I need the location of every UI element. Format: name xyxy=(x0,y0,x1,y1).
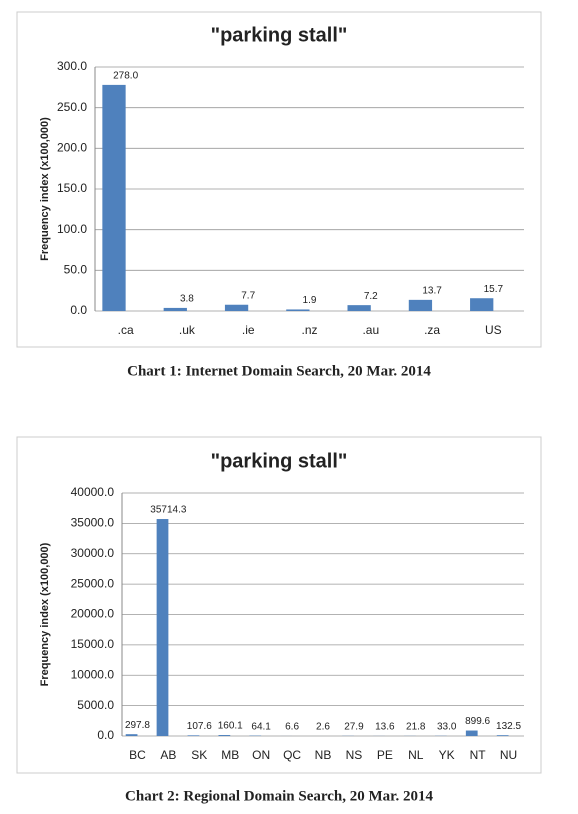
bar xyxy=(164,308,187,311)
y-tick-label: 0.0 xyxy=(70,303,87,317)
value-label: 64.1 xyxy=(251,721,271,732)
y-tick-label: 40000.0 xyxy=(71,485,115,499)
y-tick-label: 300.0 xyxy=(57,59,87,73)
value-label: 13.6 xyxy=(375,722,395,733)
bar xyxy=(102,85,125,311)
value-label: 899.6 xyxy=(465,716,490,727)
value-label: 21.8 xyxy=(406,722,426,733)
x-tick-label: NT xyxy=(470,748,487,762)
x-tick-label: NL xyxy=(408,748,424,762)
value-label: 160.1 xyxy=(218,721,243,732)
value-label: 107.6 xyxy=(187,721,212,732)
y-tick-label: 5000.0 xyxy=(77,698,114,712)
x-tick-label: .uk xyxy=(179,323,196,337)
y-tick-label: 25000.0 xyxy=(71,576,115,590)
x-tick-label: .ca xyxy=(118,323,134,337)
x-tick-label: .nz xyxy=(301,323,317,337)
value-label: 1.9 xyxy=(303,295,317,306)
bar xyxy=(497,735,509,736)
x-tick-label: BC xyxy=(129,748,146,762)
value-label: 132.5 xyxy=(496,721,521,732)
bar xyxy=(470,298,493,311)
bar xyxy=(347,305,370,311)
y-tick-label: 100.0 xyxy=(57,222,87,236)
y-tick-label: 30000.0 xyxy=(71,546,115,560)
y-axis-label: Frequency index (x100,000) xyxy=(39,542,51,686)
bar xyxy=(218,735,230,736)
x-tick-label: .ie xyxy=(242,323,255,337)
value-label: 7.2 xyxy=(364,291,378,302)
x-tick-label: .za xyxy=(424,323,440,337)
x-tick-label: .au xyxy=(362,323,379,337)
y-tick-label: 250.0 xyxy=(57,100,87,114)
x-tick-label: NU xyxy=(500,748,517,762)
y-tick-label: 0.0 xyxy=(97,728,114,742)
y-tick-label: 200.0 xyxy=(57,141,87,155)
caption: Chart 2: Regional Domain Search, 20 Mar.… xyxy=(125,788,433,804)
bar xyxy=(157,519,169,736)
value-label: 15.7 xyxy=(484,284,504,295)
x-tick-label: YK xyxy=(439,748,455,762)
value-label: 3.8 xyxy=(180,294,194,305)
y-tick-label: 50.0 xyxy=(64,263,88,277)
caption: Chart 1: Internet Domain Search, 20 Mar.… xyxy=(127,363,431,379)
bar xyxy=(188,735,200,736)
value-label: 35714.3 xyxy=(150,505,187,516)
value-label: 33.0 xyxy=(437,721,457,732)
x-tick-label: QC xyxy=(283,748,301,762)
x-tick-label: SK xyxy=(191,748,207,762)
bar xyxy=(225,305,248,311)
y-tick-label: 10000.0 xyxy=(71,667,115,681)
value-label: 2.6 xyxy=(316,722,330,733)
y-axis-label: Frequency index (x100,000) xyxy=(39,117,51,261)
y-tick-label: 15000.0 xyxy=(71,637,115,651)
chart-title: "parking stall" xyxy=(211,24,348,46)
x-tick-label: NB xyxy=(315,748,332,762)
bar xyxy=(466,731,478,736)
x-tick-label: AB xyxy=(160,748,176,762)
chart-frame xyxy=(17,12,541,347)
value-label: 7.7 xyxy=(241,290,255,301)
x-tick-label: MB xyxy=(221,748,239,762)
bar xyxy=(409,300,432,311)
x-tick-label: PE xyxy=(377,748,393,762)
chart-title: "parking stall" xyxy=(211,450,348,472)
y-tick-label: 20000.0 xyxy=(71,607,115,621)
value-label: 13.7 xyxy=(422,285,442,296)
value-label: 27.9 xyxy=(344,721,364,732)
y-tick-label: 150.0 xyxy=(57,181,87,195)
x-tick-label: NS xyxy=(346,748,363,762)
x-tick-label: US xyxy=(485,323,502,337)
y-tick-label: 35000.0 xyxy=(71,516,115,530)
value-label: 6.6 xyxy=(285,722,299,733)
value-label: 278.0 xyxy=(113,71,138,82)
value-label: 297.8 xyxy=(125,720,150,731)
bar xyxy=(126,734,138,736)
bar xyxy=(286,309,309,311)
x-tick-label: ON xyxy=(252,748,270,762)
